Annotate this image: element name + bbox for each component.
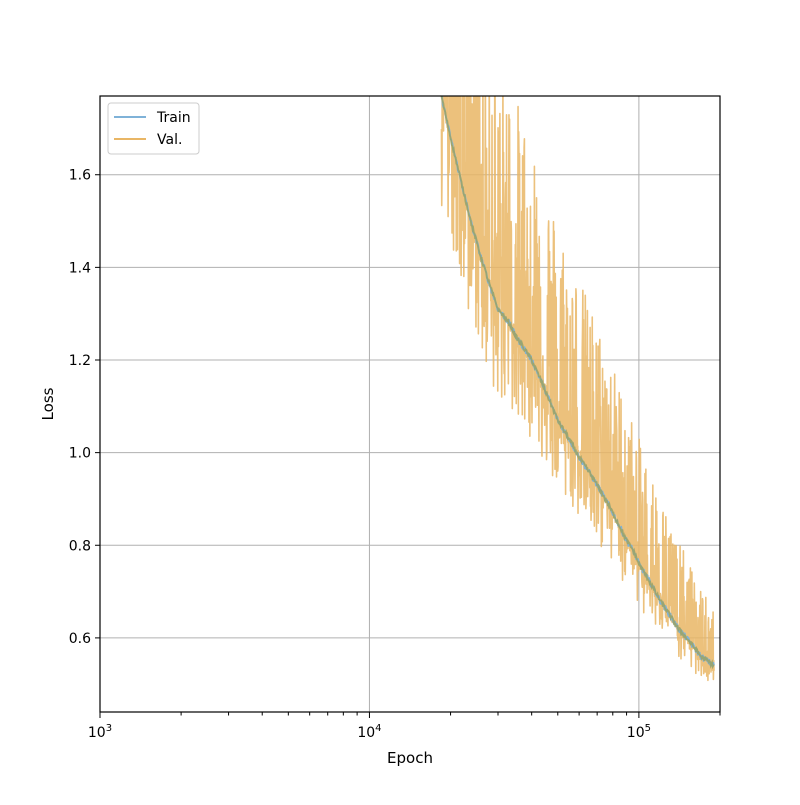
y-tick-label: 1.4 [69,260,91,276]
axis-ticks: 0.6 0.8 1.0 1.2 1.4 1.6 103 104 105 [69,168,721,741]
y-tick-label: 1.0 [69,446,91,462]
x-tick-label: 103 [88,723,112,741]
x-axis-label: Epoch [387,749,433,767]
y-tick-label: 1.6 [69,168,91,184]
series-line-train-overlay [440,96,715,670]
legend-box [107,102,200,155]
y-tick-label: 1.2 [69,353,91,369]
y-tick-label: 0.6 [69,631,91,647]
legend-label-train: Train [156,110,191,126]
series-area [440,96,715,682]
x-tick-label: 105 [627,723,651,741]
y-tick-label: 0.8 [69,538,91,554]
legend-label-val: Val. [157,132,182,148]
legend: Train Val. [107,102,200,155]
plot-frame [99,95,721,713]
y-axis-label: Loss [39,387,57,420]
x-tick-label: 104 [357,723,381,741]
